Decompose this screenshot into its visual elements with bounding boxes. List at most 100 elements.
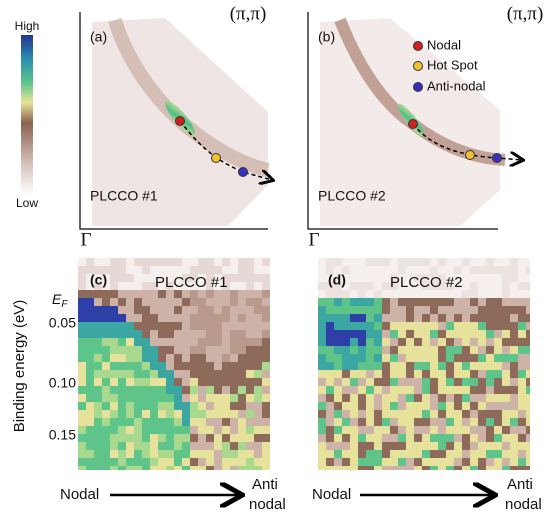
heat-cell bbox=[246, 466, 254, 470]
heat-cell bbox=[78, 266, 86, 274]
heat-cell bbox=[510, 418, 518, 426]
heat-cell bbox=[358, 274, 366, 282]
heat-cell bbox=[206, 434, 214, 442]
heat-cell bbox=[382, 258, 390, 266]
heat-cell bbox=[198, 410, 206, 418]
y-tick-label: 0.10 bbox=[49, 375, 76, 391]
heat-cell bbox=[446, 426, 454, 434]
heat-cell bbox=[462, 354, 470, 362]
heat-cell bbox=[446, 386, 454, 394]
heat-cell bbox=[78, 354, 86, 362]
heat-cell bbox=[454, 362, 462, 370]
heat-cell bbox=[102, 362, 110, 370]
heat-cell bbox=[86, 338, 94, 346]
heat-cell bbox=[94, 282, 102, 290]
y-tick-label: 0.05 bbox=[49, 315, 76, 331]
heat-cell bbox=[510, 370, 518, 378]
heat-cell bbox=[182, 410, 190, 418]
heat-cell bbox=[342, 442, 350, 450]
heat-cell bbox=[134, 298, 142, 306]
heat-cell bbox=[102, 394, 110, 402]
heat-cell bbox=[118, 274, 126, 282]
heat-cell bbox=[358, 322, 366, 330]
heat-cell bbox=[430, 306, 438, 314]
heat-cell bbox=[526, 394, 530, 402]
heat-cell bbox=[478, 394, 486, 402]
heat-cell bbox=[446, 298, 454, 306]
heat-cell bbox=[94, 394, 102, 402]
corner-label: (π,π) bbox=[230, 3, 267, 24]
heat-cell bbox=[86, 434, 94, 442]
heat-cell bbox=[190, 314, 198, 322]
heat-cell bbox=[494, 450, 502, 458]
heat-cell bbox=[262, 426, 270, 434]
heat-cell bbox=[78, 274, 86, 282]
heat-cell bbox=[78, 290, 86, 298]
heat-cell bbox=[422, 314, 430, 322]
heat-cell bbox=[262, 354, 270, 362]
heat-cell bbox=[462, 266, 470, 274]
heat-cell bbox=[406, 266, 414, 274]
heat-cell bbox=[414, 274, 422, 282]
heat-cell bbox=[374, 370, 382, 378]
heat-cell bbox=[166, 426, 174, 434]
heat-cell bbox=[398, 298, 406, 306]
heat-cell bbox=[246, 330, 254, 338]
heat-cell bbox=[358, 258, 366, 266]
heat-cell bbox=[430, 258, 438, 266]
heat-cell bbox=[454, 274, 462, 282]
heat-cell bbox=[182, 386, 190, 394]
heat-cell bbox=[214, 442, 222, 450]
heat-cell bbox=[102, 306, 110, 314]
heat-cell bbox=[526, 266, 530, 274]
heat-cell bbox=[326, 314, 334, 322]
heat-cell bbox=[478, 322, 486, 330]
heat-cell bbox=[230, 370, 238, 378]
heat-cell bbox=[398, 314, 406, 322]
heat-cell bbox=[486, 386, 494, 394]
heat-cell bbox=[134, 322, 142, 330]
heat-cell bbox=[174, 330, 182, 338]
heat-cell bbox=[334, 290, 342, 298]
heat-cell bbox=[118, 418, 126, 426]
heat-cell bbox=[374, 386, 382, 394]
heat-cell bbox=[494, 330, 502, 338]
heat-cell bbox=[478, 426, 486, 434]
heat-cell bbox=[398, 458, 406, 466]
heat-cell bbox=[526, 442, 530, 450]
x-end: Anti bbox=[507, 476, 533, 493]
heat-cell bbox=[214, 362, 222, 370]
heat-cell bbox=[174, 282, 182, 290]
heat-cell bbox=[198, 274, 206, 282]
legend-dot bbox=[413, 61, 423, 71]
heat-cell bbox=[174, 314, 182, 322]
heat-cell bbox=[134, 426, 142, 434]
heat-cell bbox=[366, 346, 374, 354]
heat-cell bbox=[422, 442, 430, 450]
heat-cell bbox=[502, 338, 510, 346]
heat-cell bbox=[462, 330, 470, 338]
heat-cell bbox=[358, 354, 366, 362]
heat-cell bbox=[438, 370, 446, 378]
heat-cell bbox=[182, 434, 190, 442]
heat-cell bbox=[510, 410, 518, 418]
heat-cell bbox=[78, 410, 86, 418]
heat-cell bbox=[486, 402, 494, 410]
heat-cell bbox=[326, 330, 334, 338]
heat-cell bbox=[126, 362, 134, 370]
heat-cell bbox=[126, 450, 134, 458]
heat-cell bbox=[462, 370, 470, 378]
heat-cell bbox=[438, 338, 446, 346]
heat-cell bbox=[406, 330, 414, 338]
heat-cell bbox=[206, 378, 214, 386]
heat-cell bbox=[414, 450, 422, 458]
heat-cell bbox=[118, 434, 126, 442]
heat-cell bbox=[142, 362, 150, 370]
heat-cell bbox=[214, 266, 222, 274]
heat-cell bbox=[254, 322, 262, 330]
heat-cell bbox=[190, 386, 198, 394]
heat-cell bbox=[126, 298, 134, 306]
heat-cell bbox=[366, 370, 374, 378]
heat-cell bbox=[318, 282, 326, 290]
heat-cell bbox=[134, 458, 142, 466]
